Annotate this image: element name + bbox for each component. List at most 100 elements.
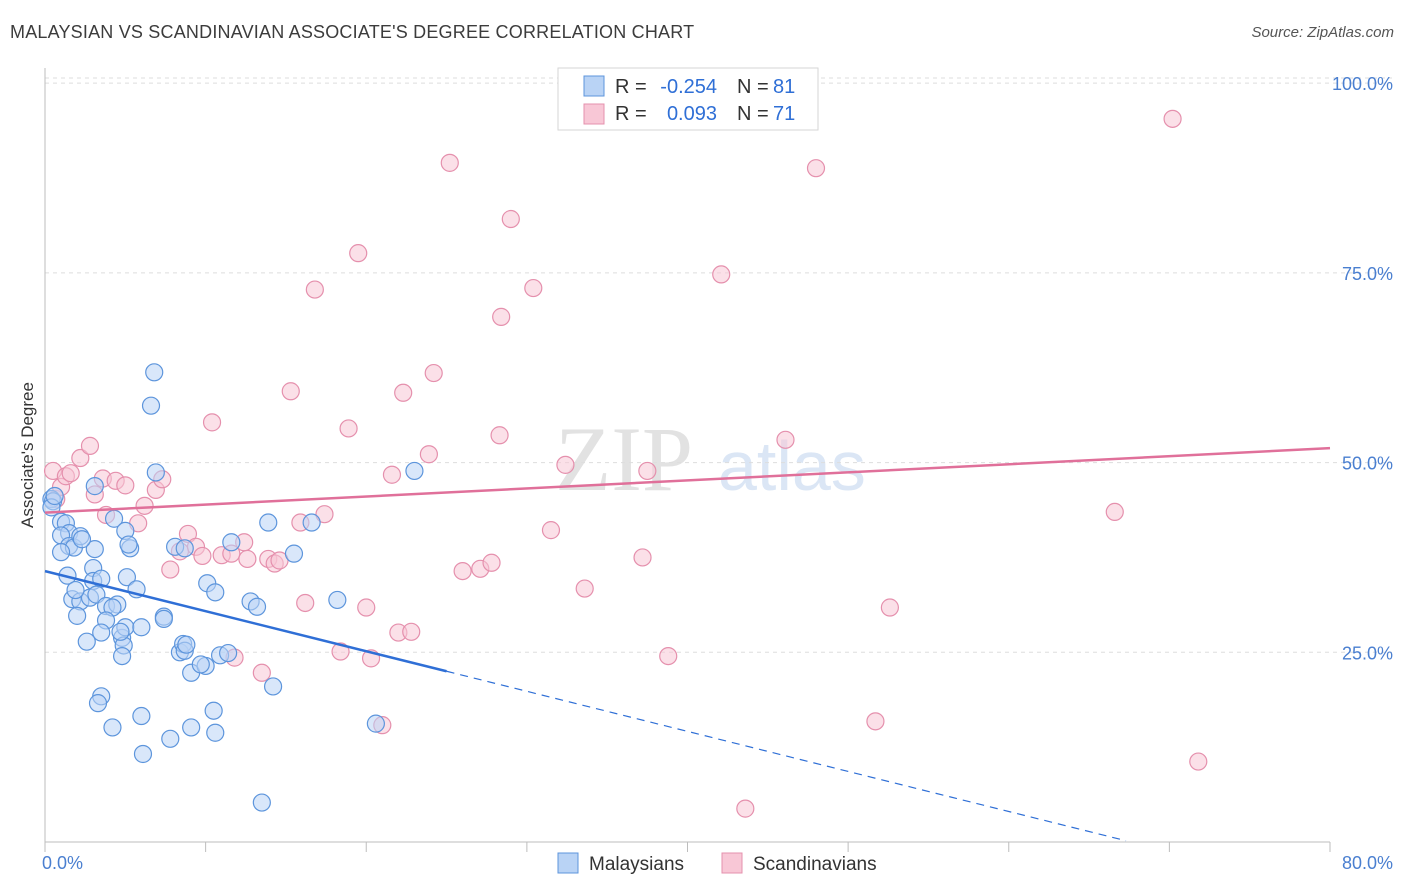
scandinavians-point <box>659 646 678 666</box>
malaysians-point <box>66 580 85 600</box>
legend-r-label-2: R = <box>615 103 647 125</box>
scandinavians-point <box>501 209 520 229</box>
scandinavians-point <box>357 598 376 617</box>
malaysians-point <box>206 583 225 602</box>
malaysians-point <box>133 744 153 764</box>
legend-n-value-2: 71 <box>773 103 795 125</box>
malaysians-point <box>85 477 104 496</box>
malaysians-point <box>88 694 108 713</box>
legend-swatch-malaysians <box>583 75 605 97</box>
scandinavians-point <box>492 307 511 326</box>
stats-legend: R = -0.254 N = 81 R = 0.093 N = 71 <box>557 67 819 131</box>
series-legend-swatch-malaysians <box>557 852 579 874</box>
y-tick-label: 100.0% <box>1332 74 1393 94</box>
scandinavians-point <box>402 622 421 641</box>
x-ticks <box>44 842 1331 852</box>
scandinavians-point <box>281 382 300 401</box>
malaysians-point <box>161 729 180 748</box>
malaysians-point <box>154 609 173 629</box>
malaysians-point <box>366 714 385 733</box>
scandinavians-point <box>193 546 212 566</box>
malaysians-point <box>252 793 271 812</box>
legend-r-label-1: R = <box>615 76 647 98</box>
watermark-zip: ZIP <box>555 408 693 510</box>
scandinavians-point <box>638 461 657 481</box>
malaysians-trend-extension <box>446 670 1127 842</box>
scandinavians-point <box>880 598 899 617</box>
malaysians-point <box>263 677 283 696</box>
y-tick-label: 50.0% <box>1342 454 1393 474</box>
legend-n-label-2: N = <box>737 103 769 125</box>
y-tick-label: 25.0% <box>1342 643 1393 663</box>
scandinavians-point <box>866 712 885 731</box>
y-tick-label: 75.0% <box>1342 264 1393 284</box>
scandinavians-point <box>1105 502 1124 522</box>
scandinavians-point <box>315 505 334 524</box>
scandinavians-point <box>349 244 368 263</box>
malaysians-point <box>204 701 223 720</box>
scandinavians-point <box>116 476 135 495</box>
scandinavians-point <box>1163 109 1182 128</box>
scandinavians-point <box>339 419 358 438</box>
malaysians-point <box>119 535 138 554</box>
malaysians-point <box>72 530 92 549</box>
malaysians-point <box>111 622 130 641</box>
scandinavians-point <box>252 663 271 682</box>
scandinavians-point <box>440 153 459 172</box>
legend-swatch-scandinavians <box>583 103 605 125</box>
scandinavians-point <box>202 413 222 432</box>
scandinavians-point <box>296 593 315 613</box>
scandinavians-point <box>135 496 154 515</box>
malaysians-point <box>77 632 96 651</box>
scandinavians-point <box>419 445 438 464</box>
scandinavians-point <box>238 549 257 569</box>
scandinavians-point <box>331 642 350 661</box>
scandinavians-point <box>482 553 501 572</box>
malaysians-point <box>145 363 164 382</box>
scandinavians-point <box>1189 752 1208 771</box>
scandinavians-point <box>736 799 755 818</box>
malaysians-points <box>42 363 424 812</box>
malaysians-point <box>117 568 137 587</box>
malaysians-point <box>92 623 111 642</box>
scandinavians-point <box>712 265 731 284</box>
scandinavians-point <box>575 579 594 598</box>
scandinavians-point <box>305 280 324 299</box>
y-axis-label: Associate's Degree <box>18 382 37 528</box>
x-tick-label-min: 0.0% <box>42 853 83 873</box>
scandinavians-point <box>490 426 509 445</box>
scandinavians-point <box>633 548 652 567</box>
malaysians-point <box>68 606 87 625</box>
chart-title: MALAYSIAN VS SCANDINAVIAN ASSOCIATE'S DE… <box>10 22 695 42</box>
malaysians-point <box>405 461 424 481</box>
watermark: ZIP atlas <box>555 408 866 510</box>
series-legend-label-scandinavians: Scandinavians <box>753 854 877 875</box>
malaysians-point <box>112 646 132 666</box>
malaysians-point <box>141 396 161 415</box>
source-label: Source: ZipAtlas.com <box>1251 24 1394 41</box>
malaysians-point <box>302 513 321 532</box>
y-tick-labels: 100.0% 75.0% 50.0% 25.0% <box>1332 74 1393 663</box>
scandinavians-point <box>71 448 90 468</box>
malaysians-trend-line <box>44 569 447 673</box>
trend-lines <box>44 446 1331 842</box>
malaysians-point <box>191 655 210 674</box>
malaysians-point <box>328 590 347 610</box>
malaysians-point <box>219 643 238 663</box>
malaysians-point <box>182 718 201 737</box>
legend-n-label-1: N = <box>737 76 769 98</box>
malaysians-point <box>85 539 104 559</box>
malaysians-point <box>146 463 165 482</box>
scandinavians-point <box>806 159 826 178</box>
series-legend-swatch-scandinavians <box>721 852 743 874</box>
malaysians-point <box>177 635 196 654</box>
scandinavians-point <box>453 561 472 581</box>
x-tick-label-max: 80.0% <box>1342 853 1393 873</box>
scandinavians-point <box>556 455 575 474</box>
legend-r-value-2: 0.093 <box>667 103 717 125</box>
malaysians-point <box>175 539 194 558</box>
scandinavians-point <box>524 278 543 298</box>
malaysians-point <box>259 513 278 532</box>
malaysians-point <box>206 723 225 742</box>
